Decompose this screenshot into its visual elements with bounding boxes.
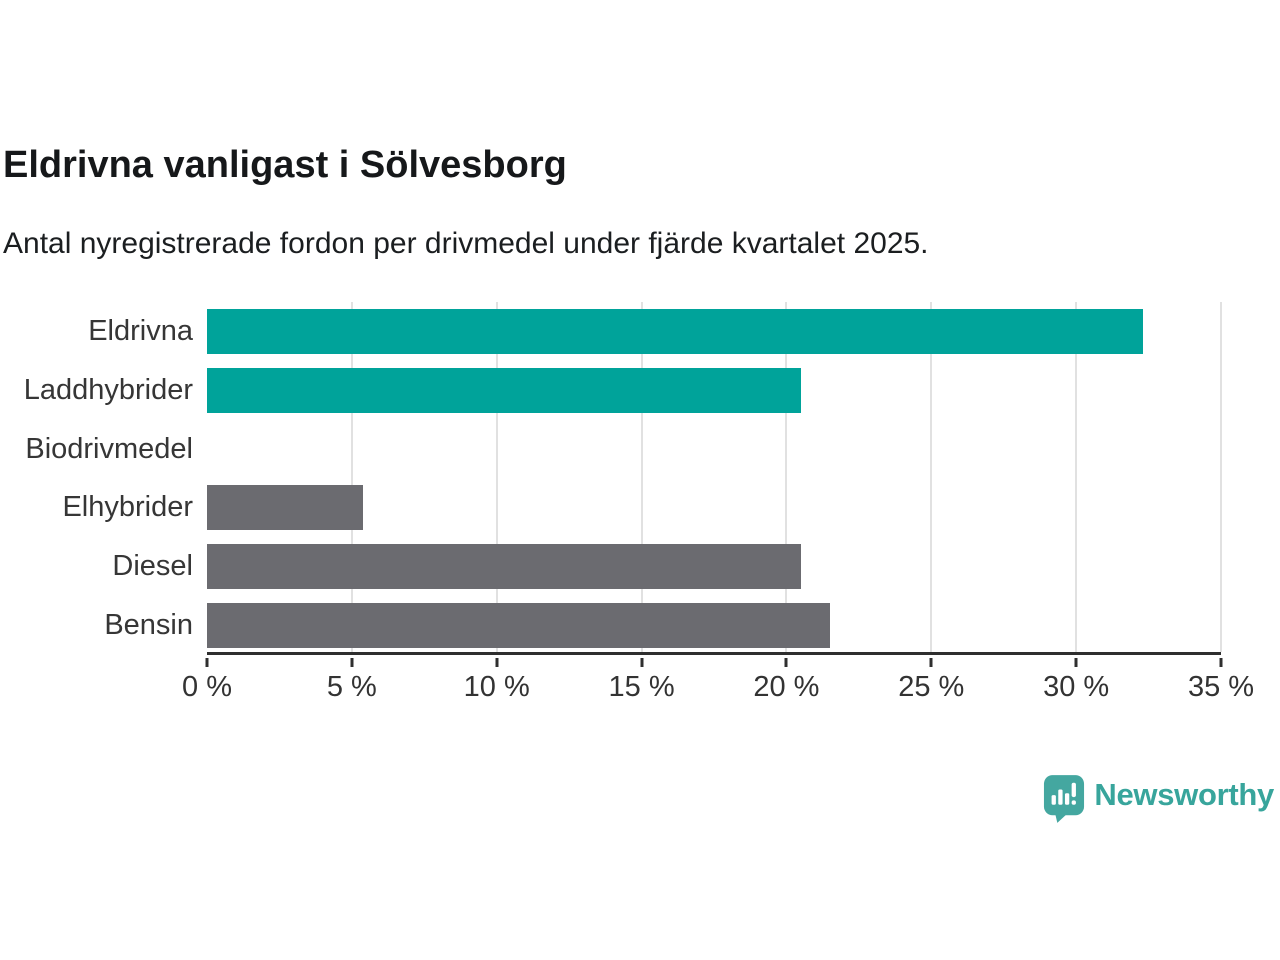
newsworthy-chart-bubble-icon — [1044, 775, 1085, 823]
gridline — [1075, 302, 1078, 652]
bar-diesel — [207, 544, 801, 590]
axis-tick — [784, 658, 788, 667]
newsworthy-logo: Newsworthy — [1043, 774, 1274, 824]
gridline — [640, 302, 643, 652]
bar-bensin — [207, 603, 830, 649]
axis-tick-label: 10 % — [463, 671, 530, 703]
axis-tick — [205, 658, 209, 667]
bar-row — [207, 596, 1221, 655]
axis-tick-label: 5 % — [326, 671, 377, 703]
axis-tick — [495, 658, 499, 667]
bars-container — [207, 302, 1221, 652]
axis-tick-label: 35 % — [1187, 671, 1255, 703]
bar-row — [207, 361, 1221, 420]
gridline — [1220, 302, 1222, 652]
bar-eldrivna — [207, 308, 1143, 354]
category-label: Eldrivna — [88, 314, 193, 347]
bar-row — [207, 420, 1221, 479]
axis-tick — [1074, 658, 1078, 667]
category-label: Biodrivmedel — [25, 432, 193, 465]
plot-area — [207, 302, 1222, 655]
gridline — [785, 302, 788, 652]
axis-tick — [350, 658, 354, 667]
chart-title: Eldrivna vanligast i Sölvesborg — [3, 144, 567, 186]
x-axis: 0 % 5 % 10 % 15 % 20 % 25 % 30 % 35 % — [182, 658, 1254, 703]
bar-row — [207, 478, 1221, 537]
bar-row — [207, 537, 1221, 596]
axis-tick-label: 0 % — [182, 671, 232, 703]
axis-tick — [1219, 658, 1223, 667]
bar-row — [207, 302, 1221, 361]
category-labels: Eldrivna Laddhybrider Biodrivmedel Elhybrid… — [0, 302, 193, 655]
bar-chart: Eldrivna Laddhybrider Biodrivmedel Elhybrid… — [0, 302, 1254, 703]
category-label: Bensin — [104, 609, 193, 642]
category-label: Elhybrider — [62, 491, 193, 524]
bar-laddhybrider — [207, 367, 801, 413]
newsworthy-wordmark: Newsworthy — [1094, 777, 1274, 812]
gridline — [930, 302, 933, 652]
gridline — [495, 302, 498, 652]
category-label: Diesel — [112, 550, 193, 583]
gridline — [350, 302, 353, 652]
chart-subtitle: Antal nyregistrerade fordon per drivmede… — [3, 227, 929, 260]
category-label: Laddhybrider — [23, 373, 193, 406]
axis-tick-label: 30 % — [1043, 671, 1110, 703]
bar-elhybrider — [207, 485, 364, 531]
axis-tick — [640, 658, 644, 667]
axis-tick — [929, 658, 933, 667]
axis-tick-label: 20 % — [753, 671, 820, 703]
axis-tick-label: 25 % — [898, 671, 965, 703]
axis-tick-label: 15 % — [608, 671, 675, 703]
